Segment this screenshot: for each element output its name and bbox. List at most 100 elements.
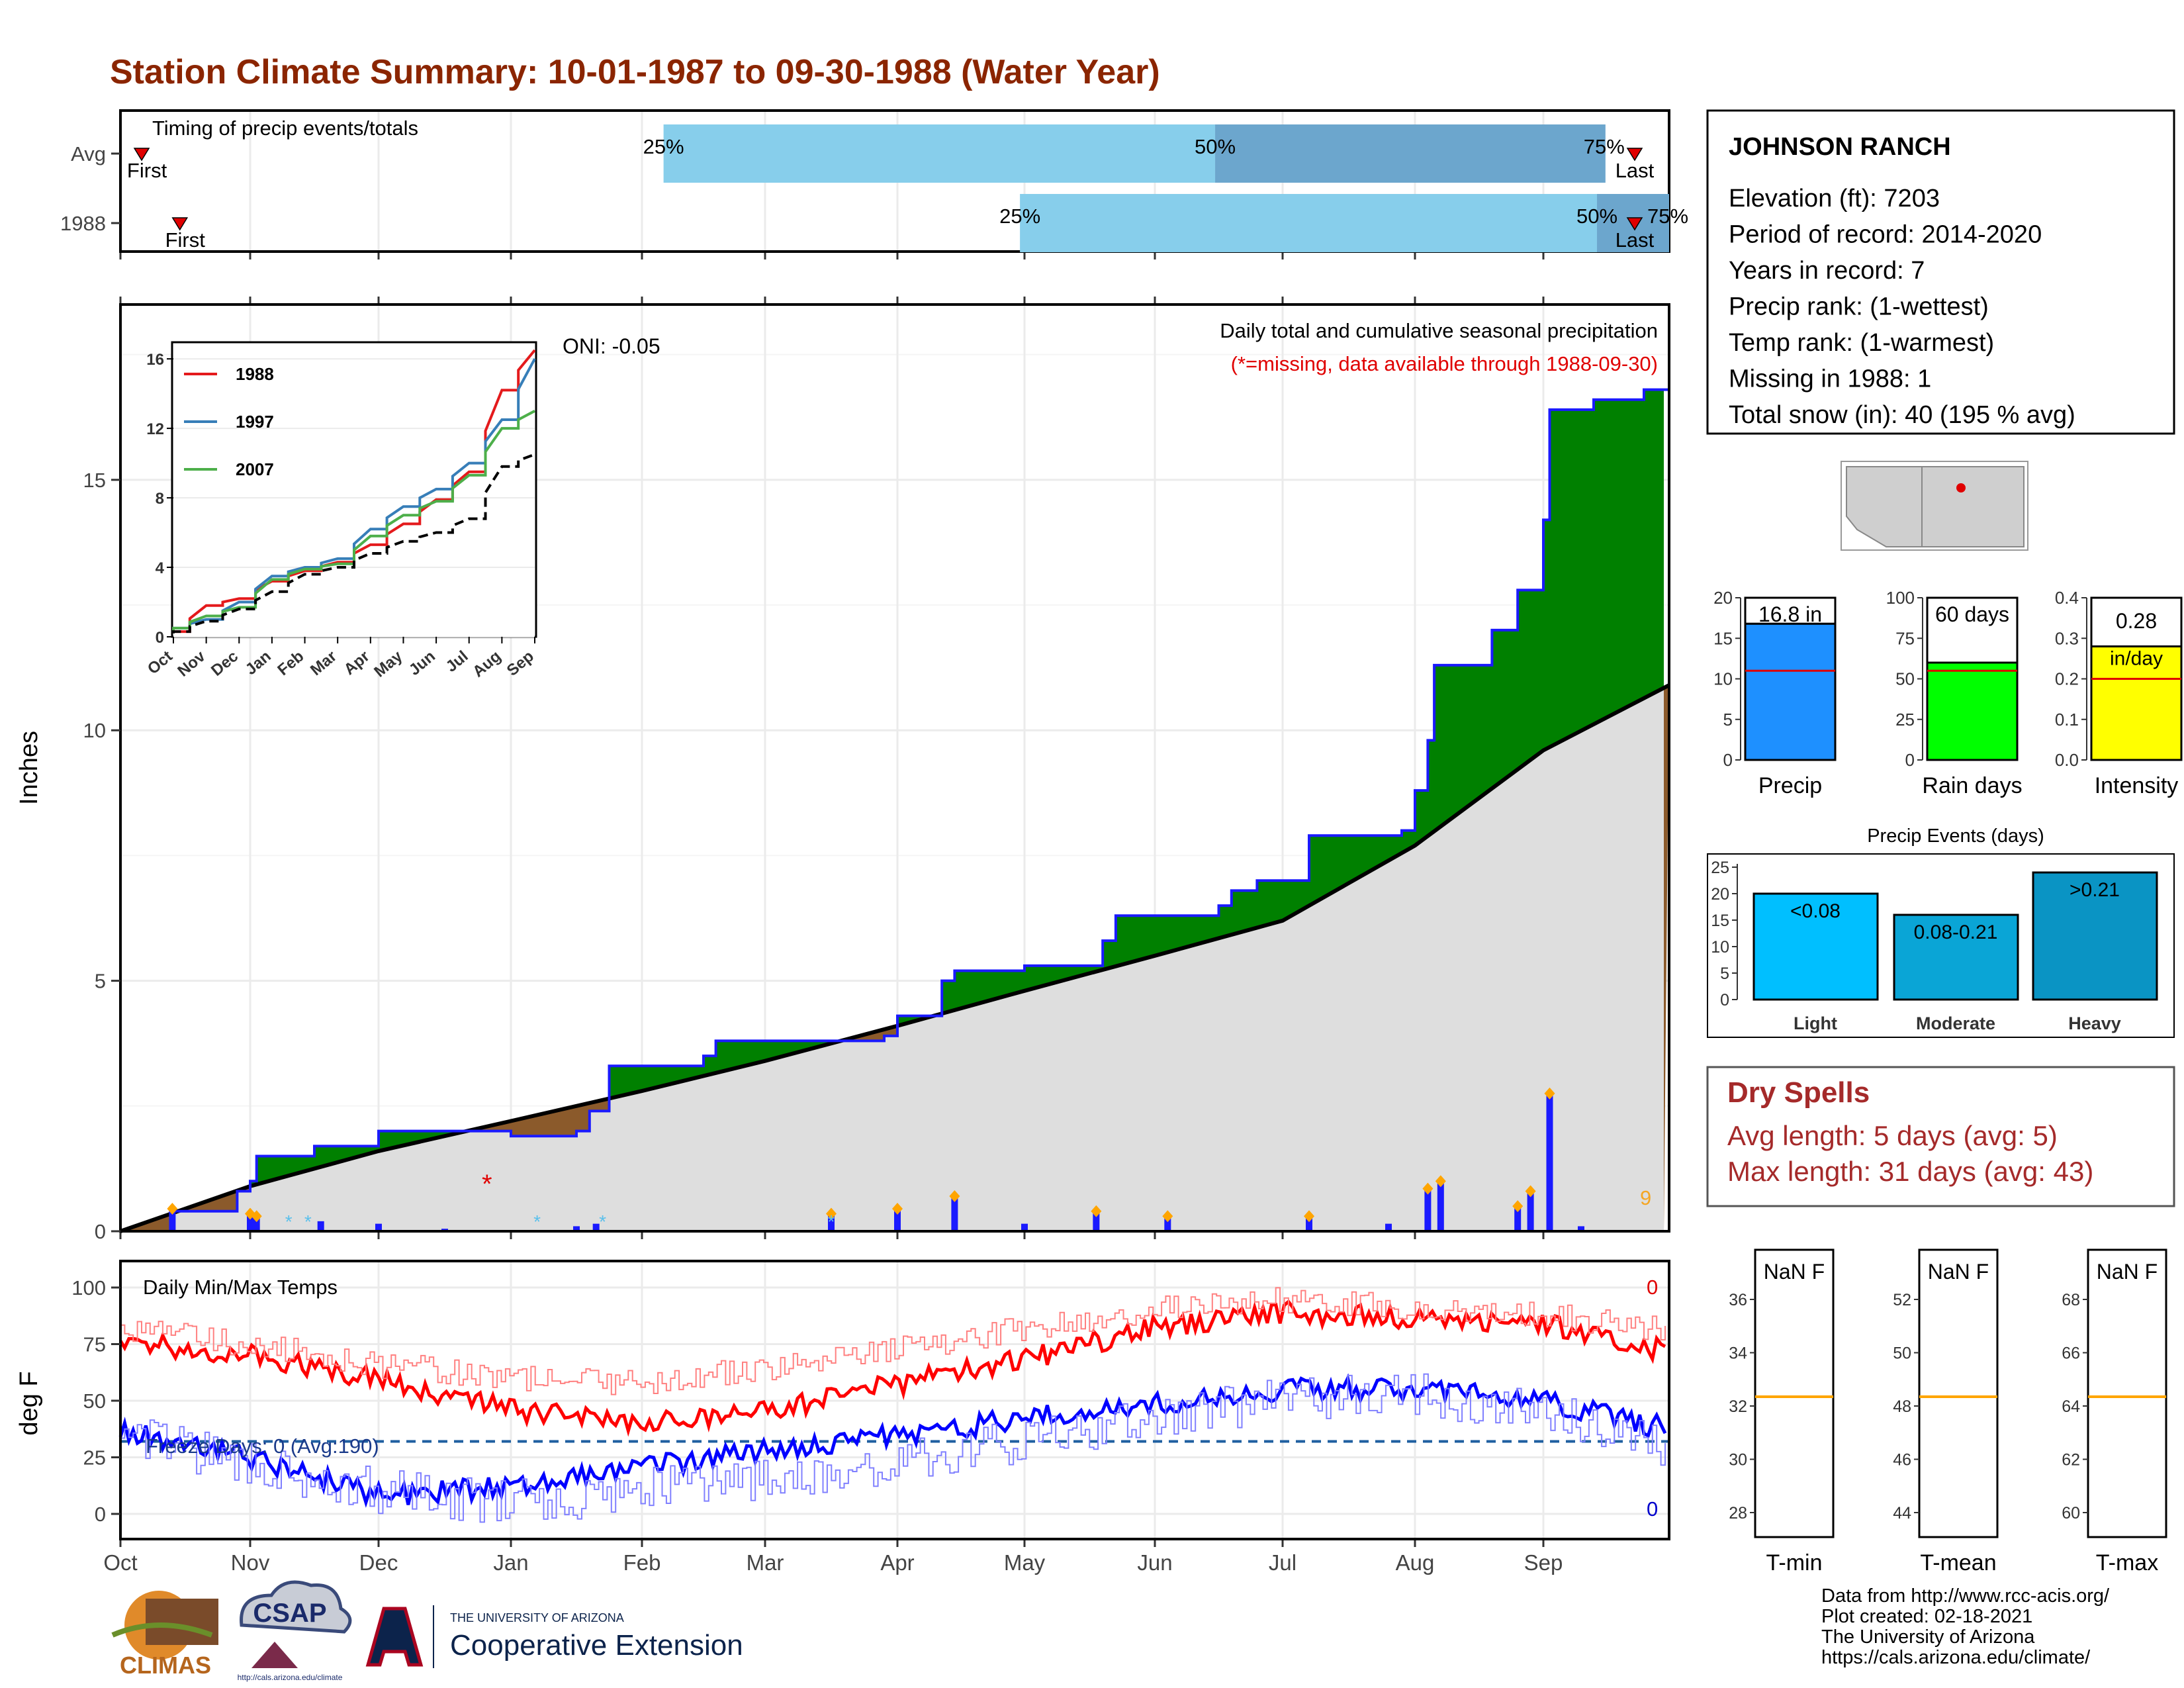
- mini-bar-value: [1926, 661, 2019, 761]
- timing-rows: Avg 25% 50% 75% First Last 1988 25% 50% 75% First L…: [60, 124, 1688, 252]
- temp-box-t-mean: NaN F 44 46 48 50 52 T-mean: [1893, 1248, 1999, 1575]
- timing-first-label: First: [165, 228, 206, 252]
- daily-precip-bar: [951, 1196, 958, 1231]
- dry-spells-max: Max length: 31 days (avg: 43): [1727, 1156, 2093, 1187]
- heavy-event-marker: [251, 1210, 262, 1223]
- timing-q25-label: 25%: [643, 135, 684, 158]
- page-title: Station Climate Summary: 10-01-1987 to 0…: [110, 53, 1160, 91]
- station-box: [1706, 109, 2175, 435]
- month-label: Jun: [1137, 1550, 1172, 1575]
- precip-events-plot: 0 5 10 15 20 25 <0.08 Light 0.08-0.21 Moderate >0.…: [1711, 859, 2158, 1033]
- mini-bar-headroom: [1744, 596, 1837, 625]
- csap-logo-text: CSAP: [253, 1599, 326, 1628]
- heavy-event-marker: [1162, 1210, 1173, 1223]
- daily-precip-bar: [1385, 1223, 1392, 1231]
- precip-y-ticks: 0 5 10 15: [83, 469, 120, 1243]
- snow-marker: *: [599, 1211, 606, 1232]
- month-label: May: [1004, 1550, 1046, 1575]
- inset-background: [173, 344, 535, 637]
- precip-note: (*=missing, data available through 1988-…: [1231, 352, 1658, 375]
- timing-panel: Timing of precip events/totals Avg 25% 50%…: [60, 109, 1688, 259]
- daily-precip-bar: [1164, 1216, 1171, 1231]
- daily-precip-bar: [375, 1223, 382, 1231]
- inset-x-tick-label: Jul: [443, 647, 472, 676]
- csap-url: http://cals.arizona.edu/climate: [238, 1673, 343, 1682]
- timing-last-marker: [1626, 148, 1643, 162]
- temp-box-frame: [1918, 1248, 1999, 1538]
- mini-bar-label: Precip: [1758, 773, 1822, 798]
- events-bar-label: Heavy: [2068, 1013, 2121, 1033]
- daily-precip-bar: [317, 1221, 324, 1231]
- ua-a-icon: [365, 1607, 424, 1667]
- mini-bar-unit-label: in/day: [2110, 648, 2163, 670]
- temp-box-y-tick-label: 68: [2062, 1291, 2080, 1309]
- heavy-event-marker: [1512, 1200, 1524, 1213]
- events-y-tick-label: 15: [1711, 912, 1729, 930]
- missing-marker: *: [482, 1170, 492, 1199]
- mini-bar-value-label: 16.8 in: [1758, 602, 1822, 626]
- mini-bar-y-tick-label: 0.4: [2055, 588, 2079, 608]
- csap-cloud-icon: [240, 1580, 352, 1634]
- heavy-event-marker: [1435, 1175, 1446, 1188]
- events-bar-value: <0.08: [1790, 900, 1841, 922]
- month-label: Jan: [493, 1550, 528, 1575]
- daily-precip-bar: [592, 1223, 600, 1231]
- precip-y-label: Inches: [15, 731, 43, 805]
- station-info-line: Elevation (ft): 7203: [1729, 185, 1940, 212]
- station-info-line: Total snow (in): 40 (195 % avg): [1729, 401, 2075, 429]
- temp-max-count: 0: [1647, 1276, 1658, 1299]
- events-y-tick-label: 25: [1711, 859, 1729, 877]
- station-lines: Elevation (ft): 7203 Period of record: 20…: [1729, 185, 2075, 429]
- temp-y-tick-label: 100: [71, 1276, 106, 1299]
- temp-box-frame: [1754, 1248, 1835, 1538]
- temp-y-tick-label: 50: [83, 1389, 106, 1413]
- daily-precip-bar: [828, 1213, 835, 1231]
- timing-first-marker: [133, 148, 150, 162]
- events-bar-label: Light: [1794, 1013, 1837, 1033]
- inset-legend-label: 1997: [236, 412, 274, 432]
- events-bar: [1893, 914, 2019, 1001]
- heavy-event-marker: [892, 1202, 903, 1215]
- temp-line-min-avg: [120, 1373, 1666, 1523]
- climas-mesa-icon: [146, 1599, 218, 1645]
- new-mexico-shape: [1921, 466, 2025, 547]
- dry-spells-title: Dry Spells: [1727, 1076, 1870, 1109]
- daily-precip-bar: [573, 1226, 580, 1231]
- timing-q75-label: 75%: [1584, 135, 1625, 158]
- mini-bar-y-tick-label: 0.3: [2055, 628, 2079, 648]
- temp-box-value: NaN F: [1928, 1260, 1989, 1284]
- month-label: Aug: [1396, 1550, 1435, 1575]
- inset-y-tick-label: 12: [146, 420, 164, 438]
- heavy-event-marker: [1091, 1205, 1102, 1217]
- snow-marker: *: [533, 1211, 541, 1232]
- mini-bar-y-tick-label: 50: [1895, 669, 1915, 689]
- events-y-tick-label: 0: [1720, 991, 1729, 1009]
- credits: Data from http://www.rcc-acis.org/Plot c…: [1821, 1585, 2110, 1668]
- mini-bar-value: [2090, 645, 2183, 761]
- credit-line: https://cals.arizona.edu/climate/: [1821, 1647, 2091, 1668]
- temp-box-y-tick-label: 34: [1729, 1344, 1747, 1363]
- temp-box-y-tick-label: 36: [1729, 1291, 1747, 1309]
- temp-box-label: T-min: [1766, 1550, 1823, 1575]
- daily-precip-bar: [894, 1208, 901, 1231]
- inset-legend: 1988 1997 2007: [184, 364, 274, 479]
- precip-y-tick-label: 5: [95, 970, 106, 993]
- temp-box-y-tick-label: 30: [1729, 1451, 1747, 1470]
- inset-x-tick-label: Mar: [307, 647, 340, 679]
- timing-q25-label: 25%: [999, 205, 1040, 228]
- inset-x-tick-label: Nov: [174, 647, 209, 680]
- climas-logo: CLIMAS: [111, 1591, 218, 1679]
- precip-y-tick-label: 15: [83, 469, 106, 492]
- temp-box-y-tick-label: 44: [1893, 1504, 1911, 1523]
- climas-logo-text: CLIMAS: [120, 1652, 211, 1679]
- inset-legend-label: 2007: [236, 459, 274, 479]
- temp-y-label: deg F: [15, 1371, 43, 1435]
- mini-bar-y-tick-label: 75: [1895, 628, 1915, 648]
- daily-precip-bar: [1021, 1223, 1028, 1231]
- precip-frame: [119, 303, 1670, 1233]
- precip-y-tick-label: 10: [83, 719, 106, 742]
- temp-panel: Daily Min/Max Temps Freeze Days: 0 (Avg:…: [15, 1260, 1670, 1575]
- heavy-event-marker: [949, 1190, 960, 1203]
- timing-first-label: First: [127, 159, 167, 182]
